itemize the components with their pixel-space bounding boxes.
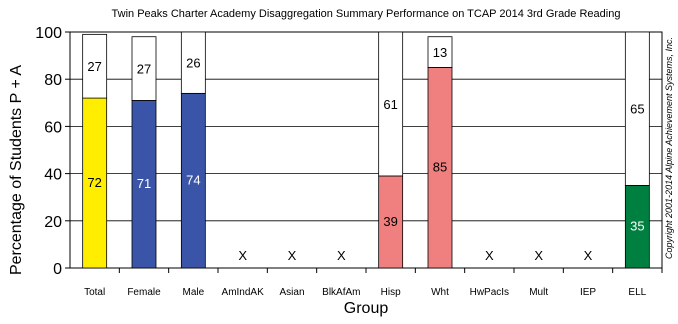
y-tick-label: 40 [44,167,62,184]
y-tick-label: 80 [44,72,62,89]
missing-marker: X [337,248,346,263]
data-label-lower: 85 [433,160,447,175]
missing-marker: X [485,248,494,263]
bar-segment-upper [378,31,404,177]
missing-marker: X [288,248,297,263]
x-axis-label: Group [343,300,389,317]
data-label-upper: 61 [383,97,397,112]
data-label-lower: 35 [630,219,644,234]
data-label-upper: 26 [186,56,200,71]
data-label-lower: 39 [383,214,397,229]
chart-title: Twin Peaks Charter Academy Disaggregatio… [111,8,621,20]
x-tick-label: BlkAfAm [322,287,360,298]
missing-marker: X [238,248,247,263]
bar-segment-lower [180,92,206,269]
bar-segment-upper [131,36,157,101]
plot-frame [69,31,663,269]
x-tick-label: Total [84,287,105,298]
x-tick-label: Male [182,287,204,298]
x-tick-label: IEP [580,287,596,298]
x-tick-label: Female [127,287,161,298]
missing-marker: X [584,248,593,263]
bar-segment-upper [82,33,108,99]
y-tick-label: 0 [53,261,62,278]
x-tick-label: Wht [431,287,449,298]
x-tick-label: AmIndAK [222,287,265,298]
data-label-lower: 74 [186,173,200,188]
y-tick-label: 100 [35,25,62,42]
x-tick-label: ELL [628,287,646,298]
x-tick-label: Asian [279,287,304,298]
missing-marker: X [534,248,543,263]
data-label-lower: 71 [137,176,151,191]
data-label-upper: 65 [630,102,644,117]
bar-segment-lower [624,184,650,269]
x-tick-label: Mult [529,287,548,298]
data-label-upper: 13 [433,45,447,60]
bar-segment-lower [378,175,404,269]
bar-segment-upper [180,31,206,94]
data-label-upper: 27 [87,59,101,74]
bar-segment-lower [82,97,108,269]
y-tick-label: 60 [44,119,62,136]
y-tick-label: 20 [44,214,62,231]
x-tick-label: Hisp [381,287,401,298]
bar-segment-lower [427,67,453,269]
data-label-lower: 72 [87,175,101,190]
bar-segment-upper [624,31,650,186]
x-tick-label: HwPacIs [470,287,509,298]
bar-segment-upper [427,36,453,68]
data-label-upper: 27 [137,62,151,77]
